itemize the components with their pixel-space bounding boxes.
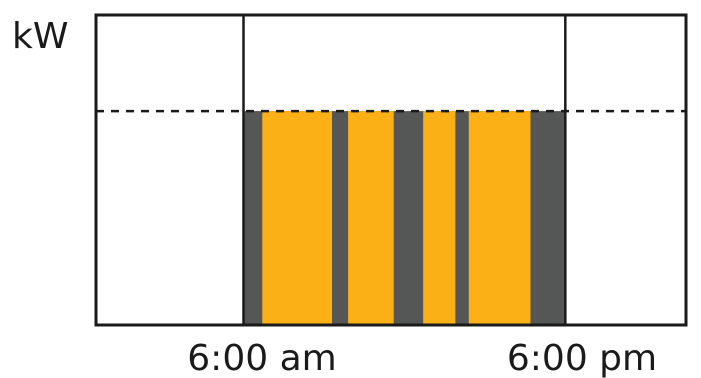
x-tick-label-6pm: 6:00 pm: [507, 338, 657, 378]
plot-frame: [94, 13, 688, 327]
bar-1: [262, 111, 332, 325]
bar-2: [348, 111, 394, 325]
bar-3: [423, 111, 456, 325]
plot-area: [94, 13, 688, 327]
x-tick-label-6am: 6:00 am: [187, 338, 336, 378]
y-axis-label: kW: [12, 16, 68, 57]
bar-4: [468, 111, 531, 325]
